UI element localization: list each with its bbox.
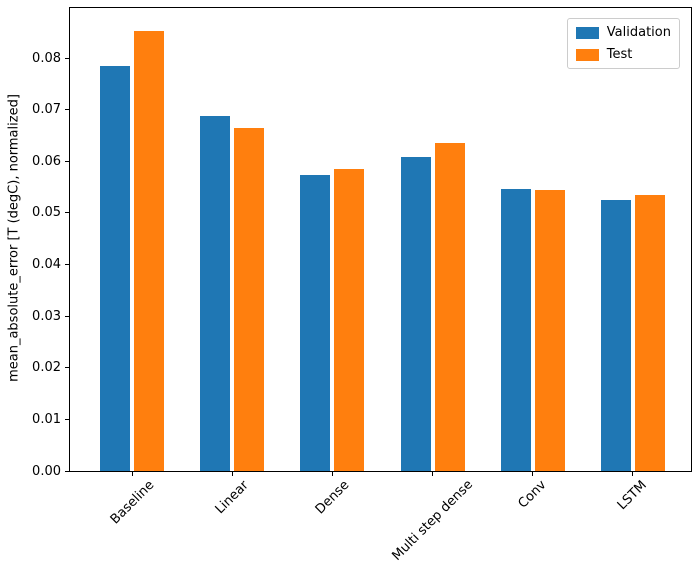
y-tick bbox=[65, 264, 69, 266]
test-series-swatch bbox=[575, 48, 599, 61]
x-tick bbox=[231, 472, 233, 476]
x-tick bbox=[432, 472, 434, 476]
test-legend-label: Test bbox=[606, 47, 633, 62]
test-bar bbox=[334, 169, 365, 471]
validation-bar bbox=[600, 200, 631, 471]
legend: Validation Test bbox=[566, 18, 680, 69]
y-tick-label: 0.00 bbox=[32, 463, 61, 479]
y-tick-label: 0.08 bbox=[32, 50, 61, 66]
y-tick bbox=[65, 109, 69, 111]
legend-item-test: Test bbox=[575, 47, 671, 62]
y-tick bbox=[65, 470, 69, 472]
y-tick bbox=[65, 418, 69, 420]
x-tick bbox=[532, 472, 534, 476]
validation-bar bbox=[500, 189, 531, 471]
y-tick bbox=[65, 212, 69, 214]
y-tick bbox=[65, 57, 69, 59]
y-axis-label: mean_absolute_error [T (degC), normalize… bbox=[6, 94, 22, 382]
x-tick-label: LSTM bbox=[615, 477, 651, 514]
x-tick-label: Multi step dense bbox=[389, 477, 477, 565]
validation-bar bbox=[200, 116, 231, 471]
plot-area: Validation Test 0.00 0.01 0.02 0.03 0.04 0.05… bbox=[32, 7, 692, 564]
test-bar bbox=[134, 31, 165, 471]
x-tick-label: Conv bbox=[515, 477, 550, 512]
y-tick bbox=[65, 160, 69, 162]
y-tick bbox=[65, 315, 69, 317]
x-tick-label: Baseline bbox=[107, 477, 157, 528]
x-tick bbox=[632, 472, 634, 476]
validation-bar bbox=[400, 157, 431, 471]
y-tick-label: 0.04 bbox=[32, 257, 61, 273]
y-tick-label: 0.02 bbox=[32, 360, 61, 376]
y-tick-label: 0.01 bbox=[32, 411, 61, 427]
y-tick bbox=[65, 367, 69, 369]
x-tick bbox=[331, 472, 333, 476]
validation-legend-label: Validation bbox=[606, 25, 671, 40]
test-bar bbox=[634, 195, 665, 471]
y-tick-label: 0.06 bbox=[32, 153, 61, 169]
validation-series-swatch bbox=[575, 26, 599, 39]
legend-item-validation: Validation bbox=[575, 25, 671, 40]
y-tick-label: 0.05 bbox=[32, 205, 61, 221]
validation-bar bbox=[100, 65, 131, 471]
test-bar bbox=[534, 190, 565, 471]
x-tick-label: Linear bbox=[212, 477, 253, 517]
y-tick-label: 0.03 bbox=[32, 308, 61, 324]
test-bar bbox=[234, 128, 265, 471]
validation-bar bbox=[300, 174, 331, 471]
x-tick bbox=[131, 472, 133, 476]
y-tick-label: 0.07 bbox=[32, 102, 61, 118]
test-bar bbox=[434, 143, 465, 471]
x-tick-label: Dense bbox=[312, 477, 353, 518]
